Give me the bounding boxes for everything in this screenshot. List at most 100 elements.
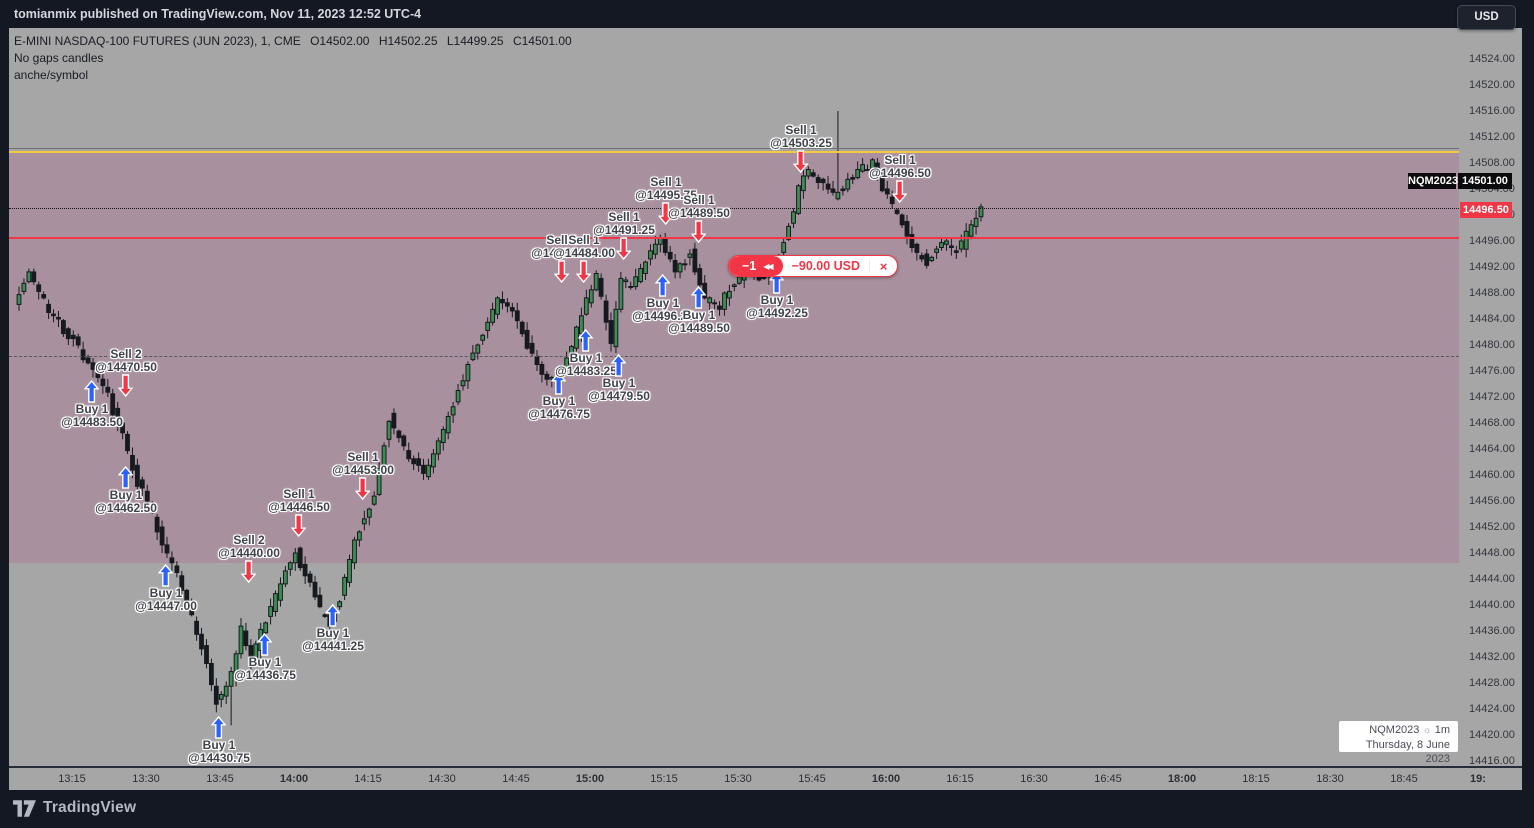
price-tick-label: 14436.00 — [1469, 625, 1515, 637]
price-tick-label: 14432.00 — [1469, 651, 1515, 663]
time-tick-label: 19: — [1470, 773, 1486, 785]
time-tick-label: 16:45 — [1094, 773, 1122, 785]
level-avg-dashed — [9, 355, 1459, 357]
price-tick-label: 14476.00 — [1469, 365, 1515, 377]
price-tick-label: 14448.00 — [1469, 547, 1515, 559]
symbol-ohlc-row[interactable]: E-MINI NASDAQ-100 FUTURES (JUN 2023), 1,… — [14, 33, 578, 50]
price-tick-label: 14428.00 — [1469, 677, 1515, 689]
open-position-widget[interactable]: −1 ◀◀ −90.00 USD × — [728, 255, 898, 277]
buy-marker: Buy 1 @14483.25 — [555, 329, 617, 378]
price-tick-label: 14496.00 — [1469, 235, 1515, 247]
position-entry-price-tag: 14496.50 — [1460, 202, 1512, 218]
buy-marker: Buy 1 @14492.25 — [746, 271, 808, 320]
price-tick-label: 14488.00 — [1469, 287, 1515, 299]
buy-arrow-icon — [769, 271, 785, 294]
ohlc-open: O14502.00 — [310, 34, 370, 48]
buy-marker: Buy 1 @14483.50 — [61, 380, 123, 429]
buy-arrow-icon — [118, 466, 134, 489]
sell-arrow-icon — [355, 477, 371, 500]
marker-label: Sell 2 @14470.50 — [95, 347, 157, 374]
time-tick-label: 15:30 — [724, 773, 752, 785]
tradingview-logo-icon — [13, 799, 36, 817]
position-qty-segment[interactable]: −1 ◀◀ — [729, 256, 783, 276]
time-axis[interactable]: 13:15 13:30 13:45 14:00 14:15 14:30 14:45 15:00… — [9, 766, 1522, 790]
chart-card: Buy 1 @14483.50 Sell 2 @14470.50 Buy 1 @1446… — [9, 28, 1522, 790]
tradingview-logo[interactable]: TradingView — [13, 799, 136, 817]
sell-marker: Sell 2 @14470.50 — [95, 348, 157, 397]
buy-marker: Buy 1 @14489.50 — [668, 286, 730, 335]
symbol-title: E-MINI NASDAQ-100 FUTURES (JUN 2023), 1,… — [14, 34, 301, 48]
marker-label: Buy 1 @14476.75 — [528, 394, 590, 421]
price-axis[interactable]: 14524.00 14520.00 14516.00 14512.00 14508.00… — [1459, 28, 1522, 767]
sell-arrow-icon — [118, 374, 134, 397]
buy-arrow-icon — [691, 286, 707, 309]
price-tick-label: 14460.00 — [1469, 469, 1515, 481]
marker-label: Buy 1 @14479.50 — [588, 376, 650, 403]
data-window-interval: 1m — [1434, 724, 1450, 736]
buy-arrow-icon — [211, 716, 227, 739]
buy-arrow-icon — [325, 604, 341, 627]
time-tick-label: 18:30 — [1316, 773, 1344, 785]
buy-arrow-icon — [655, 274, 671, 297]
marker-label: Sell 1 @14484.00 — [553, 233, 615, 260]
buy-arrow-icon — [578, 329, 594, 352]
price-tick-label: 14520.00 — [1469, 79, 1515, 91]
price-tick-label: 14464.00 — [1469, 443, 1515, 455]
buy-marker: Buy 1 @14441.25 — [302, 604, 364, 653]
time-tick-label: 14:00 — [279, 773, 309, 785]
marker-label: Sell 1 @14491.25 — [593, 210, 655, 237]
reverse-position-icon[interactable]: ◀◀ — [763, 261, 773, 271]
marker-label: Buy 1 @14496.25 — [632, 296, 694, 323]
time-tick-label: 16:00 — [871, 773, 901, 785]
session-range-band — [9, 151, 1459, 563]
level-band-top-edge — [9, 147, 1459, 149]
sell-arrow-icon — [241, 560, 257, 583]
marker-label: Buy 1 @14483.50 — [61, 402, 123, 429]
price-tick-label: 14444.00 — [1469, 573, 1515, 585]
level-position-line[interactable] — [9, 236, 1459, 239]
price-tick-label: 14452.00 — [1469, 521, 1515, 533]
time-tick-label: 16:30 — [1020, 773, 1048, 785]
data-window-tooltip: NQM2023 ☼ 1m Thursday, 8 June 2023 — [1339, 721, 1458, 765]
price-tick-label: 14512.00 — [1469, 131, 1515, 143]
price-tick-label: 14424.00 — [1469, 703, 1515, 715]
buy-arrow-icon — [551, 372, 567, 395]
buy-marker: Buy 1 @14479.50 — [588, 354, 650, 403]
marker-label: Buy 1 @14492.25 — [746, 293, 808, 320]
buy-marker: Buy 1 @14430.75 — [188, 716, 250, 765]
data-window-symbol-row: NQM2023 ☼ 1m — [1339, 723, 1450, 738]
price-tick-label: 14468.00 — [1469, 417, 1515, 429]
time-tick-label: 16:15 — [946, 773, 974, 785]
sell-marker: Sell 1 @14491.25 — [593, 211, 655, 260]
chart-plot-area[interactable]: Buy 1 @14483.50 Sell 2 @14470.50 Buy 1 @1446… — [9, 28, 1459, 766]
marker-label: Buy 1 @14483.25 — [555, 351, 617, 378]
marker-label: Buy 1 @14462.50 — [95, 488, 157, 515]
buy-marker: Buy 1 @14476.75 — [528, 372, 590, 421]
time-tick-label: 18:15 — [1242, 773, 1270, 785]
buy-arrow-icon — [257, 633, 273, 656]
marker-label: Sell 2 @14440.00 — [218, 533, 280, 560]
price-tick-label: 14456.00 — [1469, 495, 1515, 507]
publish-info-bar: tomianmix published on TradingView.com, … — [0, 0, 1534, 28]
sell-arrow-icon — [691, 220, 707, 243]
sell-arrow-icon — [576, 260, 592, 283]
time-tick-label: 15:00 — [575, 773, 605, 785]
marker-label: Sell 1 @14453.00 — [332, 450, 394, 477]
sell-marker: Sell 1 @14489.50 — [668, 194, 730, 243]
study-label-anche-symbol[interactable]: anche/symbol — [14, 68, 89, 82]
candlestick-series — [16, 111, 984, 726]
level-current-price — [9, 208, 1459, 209]
time-tick-label: 13:45 — [206, 773, 234, 785]
buy-arrow-icon — [611, 354, 627, 377]
time-tick-label: 18:00 — [1167, 773, 1197, 785]
currency-usd-button[interactable]: USD — [1457, 5, 1516, 30]
data-window-date: Thursday, 8 June 2023 — [1365, 739, 1450, 765]
time-tick-label: 13:15 — [58, 773, 86, 785]
marker-label: Buy 1 @14430.75 — [188, 738, 250, 765]
sell-marker: Sell 1 @14495.75 — [635, 176, 697, 225]
sell-marker: Sell 1 @14496.50 — [869, 154, 931, 203]
close-position-icon[interactable]: × — [869, 259, 897, 274]
ohlc-high: H14502.25 — [378, 34, 438, 48]
study-label-no-gaps[interactable]: No gaps candles — [14, 51, 104, 65]
marker-label: Buy 1 @14447.00 — [135, 586, 197, 613]
